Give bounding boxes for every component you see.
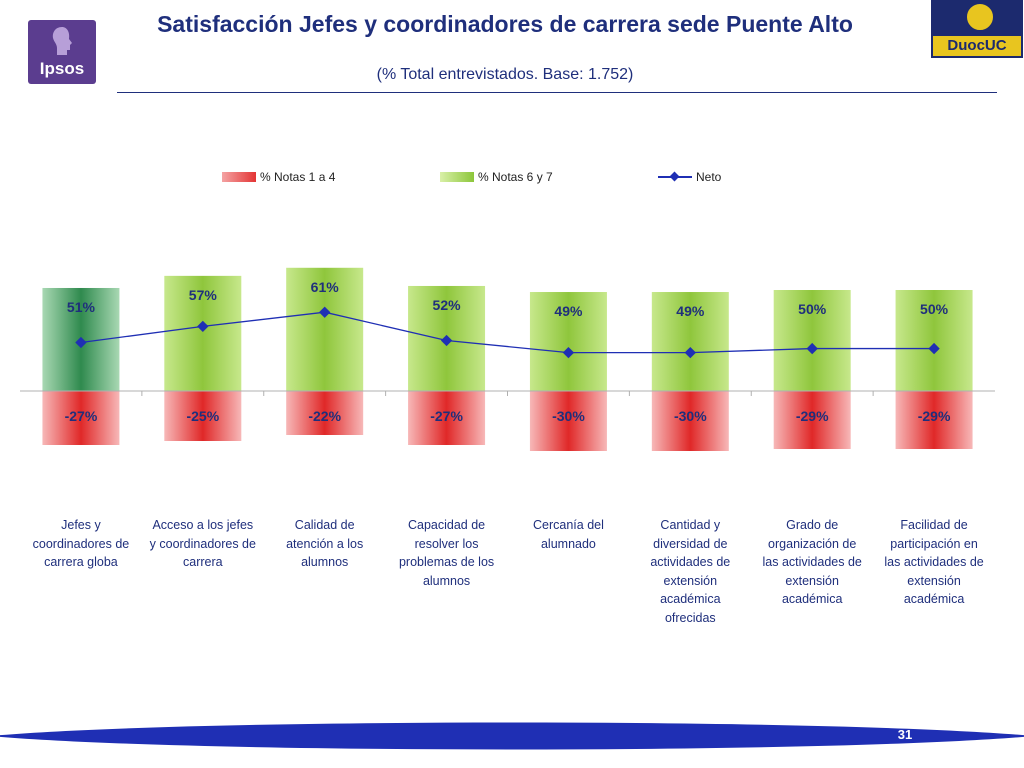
page-number: 31 xyxy=(897,727,913,742)
bar-negative-8 xyxy=(895,391,973,449)
bar-positive-5 xyxy=(529,292,607,391)
category-label-line: actividades de xyxy=(650,555,731,569)
category-label-line: Capacidad de xyxy=(407,518,486,532)
category-label-line: Acceso a los jefes xyxy=(152,518,254,532)
bar-negative-2 xyxy=(164,391,242,441)
category-label-line: extensión xyxy=(785,573,839,588)
category-label-8: Facilidad de participación en las activida… xyxy=(874,516,994,609)
bar-chart: 51% -27% 57% -25% 61% -22% 52% -27% 49% -30% 49% -3… xyxy=(20,267,995,451)
category-label-line: carrera globa xyxy=(44,555,118,569)
label-positive-6: 49% xyxy=(676,303,705,319)
bar-negative-4 xyxy=(408,391,486,445)
bar-positive-6 xyxy=(651,292,729,391)
bar-positive-3 xyxy=(286,267,364,391)
neto-point-4 xyxy=(440,334,453,347)
category-label-line: Cercanía del xyxy=(533,518,604,532)
category-label-line: Jefes y xyxy=(61,518,101,532)
category-label-line: y coordinadores de xyxy=(149,536,256,551)
legend-item-neto: Neto xyxy=(658,170,721,184)
legend-label-green: % Notas 6 y 7 xyxy=(478,170,553,184)
neto-point-5 xyxy=(562,346,575,359)
legend-label-neto: Neto xyxy=(696,170,722,184)
duoc-seal-icon xyxy=(965,2,995,32)
category-label-line: las actividades de xyxy=(762,555,862,569)
label-negative-3: -22% xyxy=(308,408,341,424)
label-positive-2: 57% xyxy=(189,287,218,303)
neto-line xyxy=(80,311,935,354)
ipsos-logo-text: Ipsos xyxy=(39,59,85,78)
category-label-line: organización de xyxy=(768,536,857,551)
category-label-line: extensión xyxy=(907,573,961,588)
category-label-line: coordinadores de xyxy=(32,536,130,551)
neto-point-2 xyxy=(197,320,209,333)
bar-negative-1 xyxy=(42,391,120,445)
category-label-line: resolver los xyxy=(414,536,479,551)
neto-point-7 xyxy=(806,342,818,355)
category-label-line: Grado de xyxy=(786,518,839,532)
category-label-line: académica xyxy=(781,592,843,606)
category-label-2: Acceso a los jefes y coordinadores de carr… xyxy=(143,516,263,572)
bar-positive-8 xyxy=(895,290,973,391)
legend-swatch-green xyxy=(440,172,474,182)
ipsos-logo: Ipsos xyxy=(28,20,96,84)
label-negative-7: -29% xyxy=(796,408,829,424)
label-positive-5: 49% xyxy=(554,303,583,319)
label-positive-1: 51% xyxy=(67,299,96,315)
legend-item-green: % Notas 6 y 7 xyxy=(440,170,553,184)
label-negative-6: -30% xyxy=(674,408,707,424)
footer-band xyxy=(0,722,1024,750)
label-positive-8: 50% xyxy=(920,301,949,317)
category-label-line: participación en xyxy=(890,536,978,551)
label-negative-5: -30% xyxy=(552,408,585,424)
bar-negative-7 xyxy=(773,391,851,449)
neto-point-8 xyxy=(928,342,940,355)
page-subtitle: (% Total entrevistados. Base: 1.752) xyxy=(376,66,634,83)
category-label-6: Cantidad y diversidad de actividades de ext… xyxy=(630,516,750,627)
legend-swatch-red xyxy=(222,172,256,182)
page-title: Satisfacción Jefes y coordinadores de ca… xyxy=(157,11,853,37)
category-label-1: Jefes y coordinadores de carrera globa xyxy=(21,516,141,572)
legend-swatch-neto xyxy=(658,172,692,182)
label-positive-3: 61% xyxy=(311,279,340,295)
category-label-line: problemas de los xyxy=(398,555,495,569)
title-divider xyxy=(117,92,997,93)
category-label-line: Cantidad y xyxy=(660,518,721,532)
bar-positive-7 xyxy=(773,290,851,391)
bar-negative-5 xyxy=(529,391,607,451)
category-label-line: alumnos xyxy=(422,573,471,588)
label-negative-1: -27% xyxy=(65,408,98,424)
label-negative-2: -25% xyxy=(186,408,219,424)
category-label-7: Grado de organización de las actividades d… xyxy=(752,516,872,609)
category-label-line: atención a los xyxy=(286,536,364,551)
category-label-line: Facilidad de xyxy=(900,518,968,532)
category-label-line: alumnos xyxy=(301,555,349,569)
bar-negative-3 xyxy=(286,391,364,435)
legend-item-red: % Notas 1 a 4 xyxy=(222,170,335,184)
category-label-line: diversidad de xyxy=(653,536,728,551)
category-label-line: ofrecidas xyxy=(664,610,716,625)
legend-label-red: % Notas 1 a 4 xyxy=(260,170,336,184)
duoc-logo: DuocUC xyxy=(931,0,1023,58)
bar-negative-6 xyxy=(651,391,729,451)
label-negative-4: -27% xyxy=(430,408,463,424)
category-label-5: Cercanía del alumnado xyxy=(508,516,628,553)
duoc-logo-text: DuocUC xyxy=(933,36,1021,56)
label-negative-8: -29% xyxy=(918,408,951,424)
category-label-line: académica xyxy=(903,592,965,606)
category-label-line: Calidad de xyxy=(294,518,355,532)
category-label-line: académica xyxy=(660,592,721,606)
neto-point-6 xyxy=(684,346,696,359)
ipsos-head-icon xyxy=(52,27,72,55)
chart-legend: % Notas 1 a 4 % Notas 6 y 7 Neto xyxy=(0,170,1024,186)
label-positive-4: 52% xyxy=(433,297,462,313)
category-label-line: alumnado xyxy=(540,536,596,551)
bar-positive-2 xyxy=(164,275,242,391)
neto-point-3 xyxy=(319,306,331,318)
category-label-line: carrera xyxy=(183,555,223,569)
category-label-line: las actividades de xyxy=(884,555,984,569)
category-label-4: Capacidad de resolver los problemas de los… xyxy=(387,516,507,590)
label-positive-7: 50% xyxy=(798,301,827,317)
category-label-line: extensión xyxy=(663,573,718,588)
category-label-3: Calidad de atención a los alumnos xyxy=(265,516,385,572)
